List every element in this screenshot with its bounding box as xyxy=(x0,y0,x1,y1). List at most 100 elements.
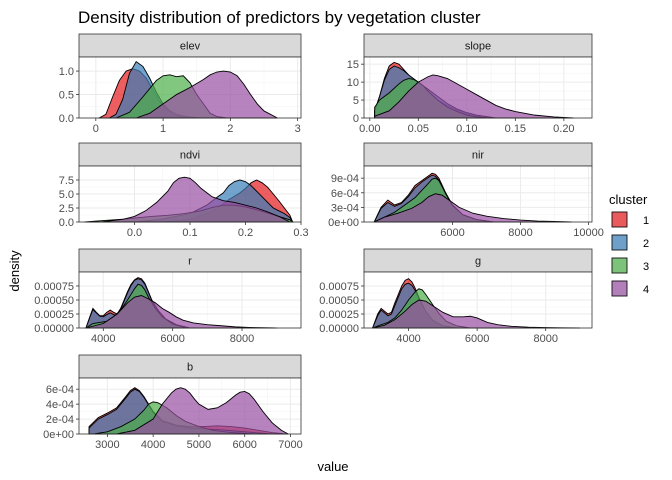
y-tick-label: 1.0 xyxy=(59,66,74,78)
y-axis-title: density xyxy=(7,250,22,292)
x-tick-label: 6000 xyxy=(160,333,184,345)
y-tick-label: 15 xyxy=(347,59,359,71)
x-tick-label: 5000 xyxy=(187,439,211,451)
y-tick-label: 0e+00 xyxy=(328,217,359,229)
density-area-cluster-4 xyxy=(136,70,278,119)
legend-swatch xyxy=(611,280,628,297)
y-tick-label: 0.00050 xyxy=(34,295,74,307)
x-tick-label: 7000 xyxy=(278,439,302,451)
chart-title: Density distribution of predictors by ve… xyxy=(78,8,481,27)
y-tick-label: 5 xyxy=(353,95,359,107)
y-tick-label: 0.5 xyxy=(59,90,74,102)
facet-strip-label: ndvi xyxy=(180,150,200,162)
legend-item-1: 1 xyxy=(611,211,649,228)
x-tick-label: 0.1 xyxy=(182,227,197,239)
facet-r: r 4000 6000 8000 0.00000 0.00025 0.00050 0.0007… xyxy=(34,248,302,345)
x-tick-label: 0.3 xyxy=(293,227,308,239)
facet-strip-label: nir xyxy=(472,150,485,162)
density-areas xyxy=(84,176,294,223)
legend-swatch xyxy=(611,211,628,228)
x-tick-label: 8000 xyxy=(508,227,532,239)
facet-b: b 3000 4000 5000 6000 7000 0e+00 2e-04 4e-04 6e-0… xyxy=(43,354,303,451)
axis-ticks: 4000 6000 8000 0.00000 0.00025 0.00050 0.00075 xyxy=(34,281,254,345)
x-tick-label: 4000 xyxy=(91,333,115,345)
x-tick-label: 3 xyxy=(295,123,301,135)
density-areas xyxy=(371,278,581,329)
legend-label: 4 xyxy=(643,284,649,296)
panel-border xyxy=(363,56,593,119)
y-tick-label: 3e-04 xyxy=(331,202,359,214)
legend-items: 1 2 3 4 xyxy=(611,211,649,297)
density-areas xyxy=(88,387,289,435)
density-areas xyxy=(84,277,277,329)
y-tick-label: 10 xyxy=(347,77,359,89)
y-tick-label: 6e-04 xyxy=(46,384,74,396)
y-tick-label: 2e-04 xyxy=(46,414,74,426)
legend-label: 2 xyxy=(643,238,649,250)
facet-g: g 4000 6000 8000 0.00000 0.00025 0.00050 0.0007… xyxy=(319,248,593,345)
facet-strip-label: r xyxy=(188,256,192,268)
y-tick-label: 2.5 xyxy=(59,203,74,215)
y-tick-label: 0.0 xyxy=(59,217,74,229)
axis-ticks: 3000 4000 5000 6000 7000 0e+00 2e-04 4e-04 6e-04 xyxy=(43,384,303,451)
x-tick-label: 4000 xyxy=(141,439,165,451)
x-tick-label: 0.10 xyxy=(456,123,477,135)
panel-border xyxy=(78,56,302,119)
legend-title: cluster xyxy=(609,192,648,207)
legend: cluster 1 2 3 4 xyxy=(609,192,649,297)
x-tick-label: 0 xyxy=(93,123,99,135)
density-area-cluster-4 xyxy=(116,387,289,435)
axis-ticks: 6000 8000 10000 0e+00 3e-04 6e-04 9e-04 xyxy=(328,173,604,239)
y-tick-label: 0e+00 xyxy=(43,429,74,441)
legend-item-4: 4 xyxy=(611,280,649,297)
y-tick-label: 6e-04 xyxy=(331,188,359,200)
x-tick-label: 1 xyxy=(160,123,166,135)
facet-elev: elev 0 1 2 3 0.0 0.5 1.0 xyxy=(59,33,302,135)
y-tick-label: 0.00025 xyxy=(34,309,74,321)
density-areas xyxy=(373,172,572,223)
facet-strip-label: slope xyxy=(465,41,491,53)
y-tick-label: 0.00075 xyxy=(34,281,74,293)
x-tick-label: 6000 xyxy=(440,227,464,239)
panel-border xyxy=(78,377,302,435)
x-tick-label: 0.00 xyxy=(359,123,380,135)
x-tick-label: 6000 xyxy=(232,439,256,451)
y-tick-label: 0.00050 xyxy=(319,295,359,307)
axis-ticks: 4000 6000 8000 0.00000 0.00025 0.00050 0.00075 xyxy=(319,281,558,345)
density-area-cluster-4 xyxy=(85,295,277,329)
x-tick-label: 0.05 xyxy=(408,123,429,135)
density-area-cluster-4 xyxy=(101,176,291,223)
x-tick-label: 6000 xyxy=(465,333,489,345)
axis-ticks: 0 1 2 3 0.0 0.5 1.0 xyxy=(59,66,301,135)
panel-border xyxy=(363,165,593,223)
density-area-cluster-4 xyxy=(374,74,574,119)
density-areas xyxy=(374,61,574,119)
x-tick-label: 8000 xyxy=(230,333,254,345)
y-tick-label: 0.00000 xyxy=(319,323,359,335)
y-tick-label: 9e-04 xyxy=(331,173,359,185)
legend-item-2: 2 xyxy=(611,234,649,251)
density-areas xyxy=(97,61,278,119)
y-tick-label: 0.00025 xyxy=(319,309,359,321)
x-tick-label: 2 xyxy=(227,123,233,135)
axis-ticks: 0.0 0.1 0.2 0.3 0.0 2.5 5.0 7.5 xyxy=(59,175,309,239)
facet-strip-label: elev xyxy=(180,41,201,53)
x-tick-label: 10000 xyxy=(573,227,604,239)
y-tick-label: 0.0 xyxy=(59,113,74,125)
density-area-cluster-4 xyxy=(372,299,581,329)
y-tick-label: 0 xyxy=(353,113,359,125)
legend-label: 1 xyxy=(643,215,649,227)
legend-item-3: 3 xyxy=(611,257,649,274)
x-axis-title: value xyxy=(317,459,348,474)
x-tick-label: 8000 xyxy=(533,333,557,345)
legend-swatch xyxy=(611,257,628,274)
y-tick-label: 0.00075 xyxy=(319,281,359,293)
x-tick-label: 0.15 xyxy=(505,123,526,135)
facet-nir: nir 6000 8000 10000 0e+00 3e-04 6e-04 9e-04 xyxy=(328,142,604,239)
x-tick-label: 4000 xyxy=(396,333,420,345)
axis-ticks: 0.00 0.05 0.10 0.15 0.20 0 5 10 15 xyxy=(347,59,575,135)
density-area-cluster-4 xyxy=(374,193,572,223)
facet-slope: slope 0.00 0.05 0.10 0.15 0.20 0 5 10 15 xyxy=(347,33,593,135)
